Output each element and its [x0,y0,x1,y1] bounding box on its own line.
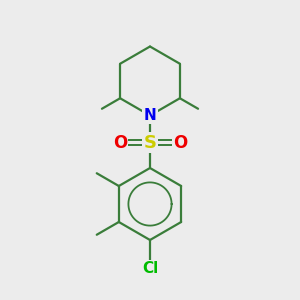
Text: O: O [113,134,127,152]
Text: Cl: Cl [142,261,158,276]
Text: O: O [173,134,187,152]
Text: S: S [143,134,157,152]
Text: N: N [144,108,156,123]
